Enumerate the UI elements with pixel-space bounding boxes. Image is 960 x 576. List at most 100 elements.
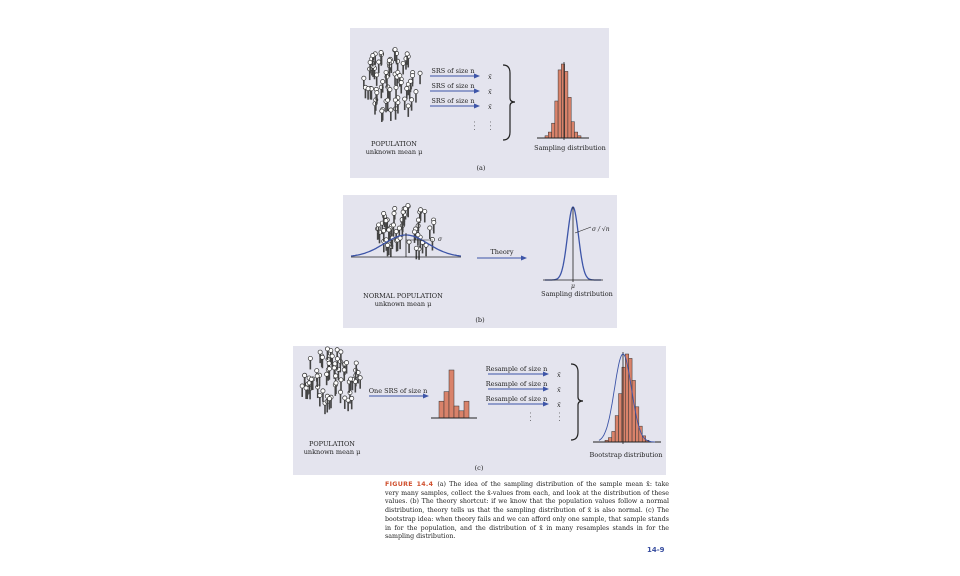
xbar-label: x̄	[557, 386, 561, 394]
dots-col-2: . . .	[557, 412, 564, 422]
one-srs-arrow-head	[423, 393, 429, 399]
person-head	[341, 367, 347, 373]
xbar-label: x̄	[488, 88, 492, 96]
person-head	[333, 373, 339, 379]
histogram-bar	[458, 410, 465, 419]
person-head	[387, 87, 393, 92]
person-head	[391, 210, 397, 216]
histogram-bar	[557, 69, 562, 139]
person-head	[342, 395, 348, 401]
person-head	[383, 69, 389, 75]
population-title: NORMAL POPULATION	[363, 292, 443, 300]
person-head	[299, 383, 305, 389]
histogram-bar	[438, 400, 445, 419]
population-crowd-illustration	[361, 47, 423, 122]
person-head	[417, 70, 423, 76]
normal-population-crowd-illustration	[375, 203, 437, 260]
person-head	[303, 385, 309, 391]
person-head	[405, 203, 411, 208]
srs-arrows: SRS of size n x̄ SRS of size n x̄ SRS of siz…	[430, 67, 492, 111]
sigma-label: σ	[438, 236, 443, 243]
figure-label: FIGURE 14.4	[385, 481, 434, 488]
person-head	[326, 360, 332, 366]
population-subtitle: unknown mean μ	[375, 300, 432, 308]
histogram-bar	[570, 121, 575, 139]
person-head	[393, 85, 399, 90]
person-head	[404, 86, 410, 91]
person-head	[365, 86, 371, 92]
bootstrap-histogram	[593, 352, 661, 444]
brace	[570, 363, 584, 441]
sample-histogram	[431, 369, 477, 419]
histogram-bar	[628, 358, 633, 443]
person-head	[398, 80, 404, 85]
mu-label: μ	[571, 283, 575, 290]
panel-a: SRS of size n x̄ SRS of size n x̄ SRS of siz…	[350, 28, 609, 178]
panel-label: (c)	[475, 464, 484, 472]
person-head	[402, 96, 408, 102]
arrow-label: SRS of size n	[431, 67, 474, 75]
person-head	[353, 360, 359, 366]
theory-label: Theory	[490, 248, 513, 256]
person-head	[405, 103, 411, 109]
person-head	[331, 365, 337, 371]
histogram-bar	[554, 100, 559, 139]
arrow-head	[474, 88, 480, 94]
dots-col: . . .	[528, 412, 535, 422]
person-head	[379, 108, 385, 114]
person-head	[357, 375, 363, 381]
person-head	[400, 209, 406, 215]
person-head	[324, 371, 330, 377]
arrow-label: SRS of size n	[431, 82, 474, 90]
person-head	[380, 79, 386, 85]
person-head	[302, 372, 308, 378]
histogram-bar	[548, 131, 552, 139]
person-head	[376, 222, 382, 228]
distribution-label: Sampling distribution	[534, 144, 606, 152]
histogram-bar	[621, 366, 626, 443]
person-head	[385, 242, 390, 248]
person-head	[361, 75, 367, 81]
histogram-bar	[443, 391, 450, 419]
person-head	[396, 225, 402, 231]
person-head	[393, 229, 399, 234]
arrow-label: Resample of size n	[486, 380, 548, 388]
person-head	[317, 392, 323, 398]
person-head	[378, 49, 384, 55]
person-head	[329, 353, 335, 359]
person-head	[415, 232, 421, 238]
population-subtitle: unknown mean μ	[304, 448, 361, 456]
distribution-label: Bootstrap distribution	[590, 451, 663, 459]
person-head	[388, 107, 394, 113]
histogram-bar	[463, 400, 470, 419]
histogram-bar	[453, 405, 460, 419]
xbar-label: x̄	[557, 401, 561, 409]
person-head	[334, 347, 340, 353]
person-head	[418, 207, 424, 213]
person-head	[332, 361, 338, 367]
brace	[502, 64, 516, 141]
arrow-head	[543, 401, 549, 407]
histogram-bar	[608, 437, 613, 443]
xbar-label: x̄	[488, 103, 492, 111]
person-head	[326, 366, 332, 372]
person-head	[406, 239, 412, 245]
person-head	[344, 360, 350, 366]
resample-arrows: Resample of size n x̄ Resample of size n x̄…	[486, 365, 561, 409]
person-head	[415, 217, 421, 223]
sd-pointer	[574, 226, 592, 234]
dots-col-2: . . .	[488, 121, 495, 131]
person-head	[348, 376, 354, 382]
person-head	[370, 53, 376, 58]
histogram-bar	[567, 97, 572, 139]
person-head	[392, 97, 398, 103]
person-head	[374, 72, 380, 78]
xbar-label: x̄	[488, 73, 492, 81]
dots-col: . . .	[472, 121, 479, 131]
person-head	[307, 355, 313, 361]
person-head	[317, 349, 323, 355]
one-srs-label: One SRS of size n	[369, 387, 428, 395]
person-head	[397, 73, 403, 79]
person-head	[408, 78, 413, 84]
panel-c-figure: One SRS of size n Resample of size nx̄Re…	[299, 346, 663, 472]
